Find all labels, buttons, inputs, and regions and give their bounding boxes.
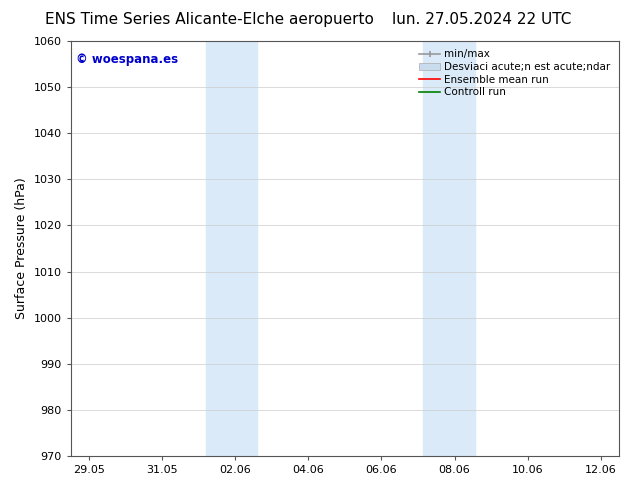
Text: lun. 27.05.2024 22 UTC: lun. 27.05.2024 22 UTC — [392, 12, 571, 27]
Bar — [447, 41, 475, 456]
Text: © woespana.es: © woespana.es — [76, 53, 178, 67]
Y-axis label: Surface Pressure (hPa): Surface Pressure (hPa) — [15, 178, 28, 319]
Bar — [206, 41, 230, 456]
Legend: min/max, Desviaci acute;n est acute;ndar, Ensemble mean run, Controll run: min/max, Desviaci acute;n est acute;ndar… — [417, 46, 614, 100]
Text: ENS Time Series Alicante-Elche aeropuerto: ENS Time Series Alicante-Elche aeropuert… — [45, 12, 373, 27]
Bar — [424, 41, 447, 456]
Bar — [230, 41, 257, 456]
